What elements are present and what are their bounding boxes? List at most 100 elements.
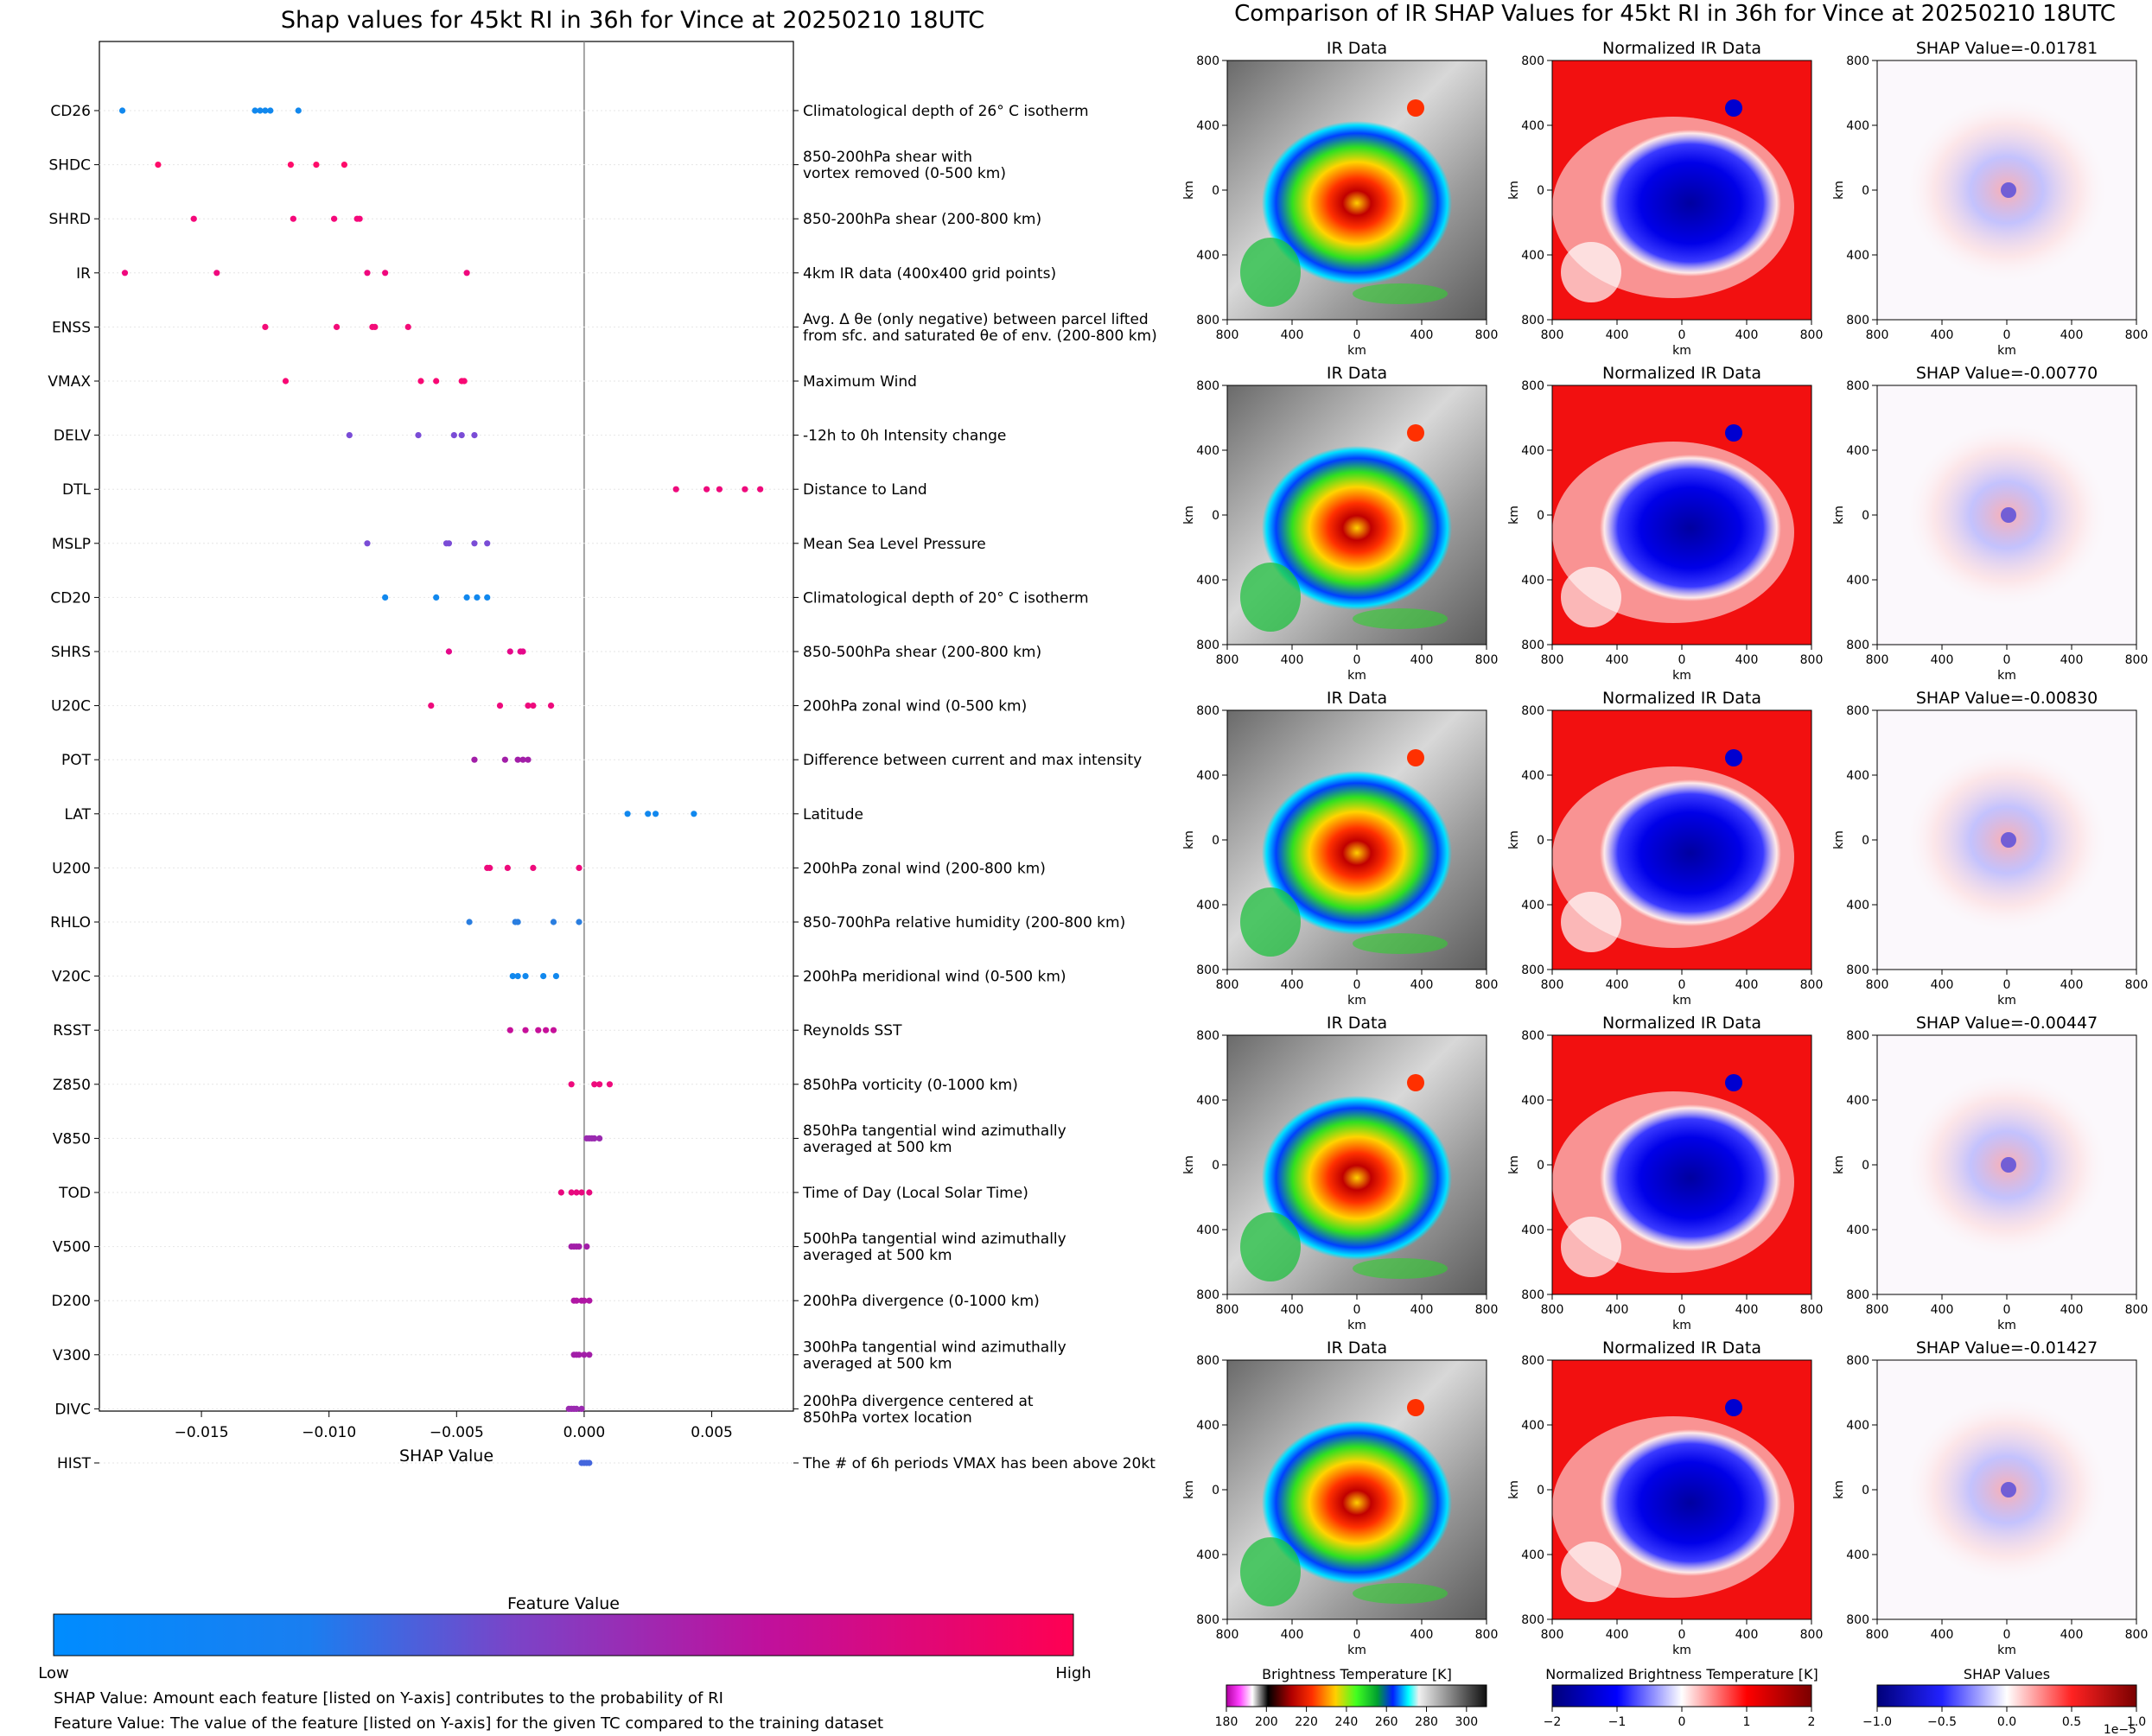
x-tick-label: 800 (1866, 978, 1889, 992)
shap-point (445, 648, 453, 655)
x-tick-label: 400 (1410, 1628, 1434, 1642)
y-tick-label: 0 (1537, 834, 1544, 848)
x-tick-label: 400 (1735, 1303, 1759, 1317)
x-tick-label: 800 (1216, 653, 1239, 667)
feature-description: The # of 6h periods VMAX has been above … (802, 1455, 1156, 1472)
shap-point (540, 973, 547, 980)
x-axis-label: km (1672, 994, 1691, 1008)
shap-colorbar-offset: 1e−5 (2104, 1723, 2136, 1736)
feature-label: V500 (53, 1239, 91, 1256)
y-tick-label: 400 (1521, 1419, 1544, 1433)
ir-panel-title: IR Data (1327, 364, 1387, 383)
y-axis-label: km (1832, 1480, 1846, 1499)
y-axis-label: km (1507, 1155, 1521, 1174)
feature-description: 200hPa divergence centered at (803, 1393, 1034, 1410)
y-tick-label: 800 (1196, 379, 1219, 393)
x-tick-label: 400 (1410, 328, 1434, 342)
shap-point (450, 432, 457, 439)
y-tick-label: 400 (1846, 1419, 1869, 1433)
shap-point (704, 486, 710, 493)
y-tick-label: 800 (1846, 639, 1869, 652)
y-tick-label: 800 (1846, 963, 1869, 977)
y-tick-label: 800 (1196, 963, 1219, 977)
shap-point (487, 864, 493, 872)
x-tick-label: 0 (1678, 1628, 1686, 1642)
normalized-colorbar-title: Normalized Brightness Temperature [K] (1545, 1666, 1818, 1682)
x-axis-label: km (1997, 1319, 2016, 1332)
ir-convective-cell (1407, 424, 1424, 442)
feature-label: SHDC (48, 157, 91, 175)
x-tick-label: 800 (1541, 328, 1564, 342)
x-tick-label: 400 (1410, 978, 1434, 992)
nir-cell (1725, 749, 1742, 766)
nir-panel-title: Normalized IR Data (1602, 1339, 1761, 1358)
x-tick-label: 0 (1353, 978, 1361, 992)
shap-colorbar-title: SHAP Values (1964, 1666, 2050, 1682)
shap-point (504, 864, 511, 872)
normalized-ir-panel: Normalized IR Data (1551, 689, 1812, 970)
y-axis-label: km (1832, 830, 1846, 849)
feature-legend-colorbar (53, 1613, 1074, 1657)
x-tick-label: 0 (2003, 1303, 2011, 1317)
feature-description: 200hPa meridional wind (0-500 km) (803, 969, 1066, 986)
y-tick-label: 400 (1846, 1548, 1869, 1562)
shap-point (415, 432, 422, 439)
feature-label: CD26 (50, 103, 91, 120)
y-tick-label: 800 (1521, 54, 1544, 68)
x-tick-label: 800 (1866, 328, 1889, 342)
feature-description: 200hPa zonal wind (200-800 km) (803, 860, 1046, 877)
x-tick-label: 0 (1678, 978, 1686, 992)
x-tick-label: 0.000 (563, 1424, 606, 1441)
ir-cloud-band (1353, 608, 1448, 629)
x-tick-label: 800 (1866, 1303, 1889, 1317)
feature-label: V300 (53, 1347, 91, 1364)
x-axis-label: km (1347, 669, 1366, 683)
y-tick-label: 800 (1521, 704, 1544, 718)
normalized-ir-panel: Normalized IR Data (1551, 364, 1812, 645)
feature-value-legend: Feature Value Low High (38, 1594, 1091, 1682)
y-axis-label: km (1182, 1480, 1196, 1499)
y-tick-label: 0 (1862, 184, 1869, 198)
x-axis-label: km (1347, 1319, 1366, 1332)
feature-description: from sfc. and saturated θe of env. (200-… (803, 327, 1157, 345)
ir-cloud-band (1353, 933, 1448, 954)
shap-point (290, 215, 296, 222)
ir-storm (1262, 121, 1452, 285)
shap-point (624, 811, 631, 817)
shap-point (573, 1189, 580, 1196)
shap-point (458, 432, 465, 439)
ir-data-panel: IR Data (1226, 1339, 1487, 1620)
shap-point (742, 486, 748, 493)
y-axis-label: km (1182, 506, 1196, 525)
shap-center (2001, 182, 2016, 198)
shap-point (691, 811, 697, 817)
x-tick-label: 400 (1281, 978, 1304, 992)
nir-panel-title: Normalized IR Data (1602, 364, 1761, 383)
x-axis-label: km (1997, 669, 2016, 683)
colorbar-tick-label: −2 (1544, 1715, 1562, 1729)
colorbar-tick-label: 1 (1743, 1715, 1751, 1729)
y-tick-label: 0 (1537, 1159, 1544, 1173)
shap-point (257, 107, 264, 114)
shap-point (463, 270, 470, 277)
x-tick-label: 400 (1281, 653, 1304, 667)
feature-label: DELV (54, 428, 91, 445)
shap-point (331, 215, 338, 222)
y-tick-label: 400 (1196, 899, 1219, 913)
nir-storm (1600, 1429, 1781, 1576)
shap-point (522, 973, 529, 980)
shap-point (190, 215, 197, 222)
feature-description: Reynolds SST (803, 1022, 902, 1040)
y-tick-label: 800 (1846, 704, 1869, 718)
feature-legend-title: Feature Value (507, 1594, 620, 1613)
x-tick-label: −0.015 (175, 1424, 229, 1441)
feature-label: D200 (51, 1293, 91, 1310)
x-tick-label: 400 (1606, 653, 1629, 667)
y-tick-label: 400 (1521, 899, 1544, 913)
x-tick-label: 400 (1281, 1628, 1304, 1642)
x-tick-label: 800 (1541, 1303, 1564, 1317)
